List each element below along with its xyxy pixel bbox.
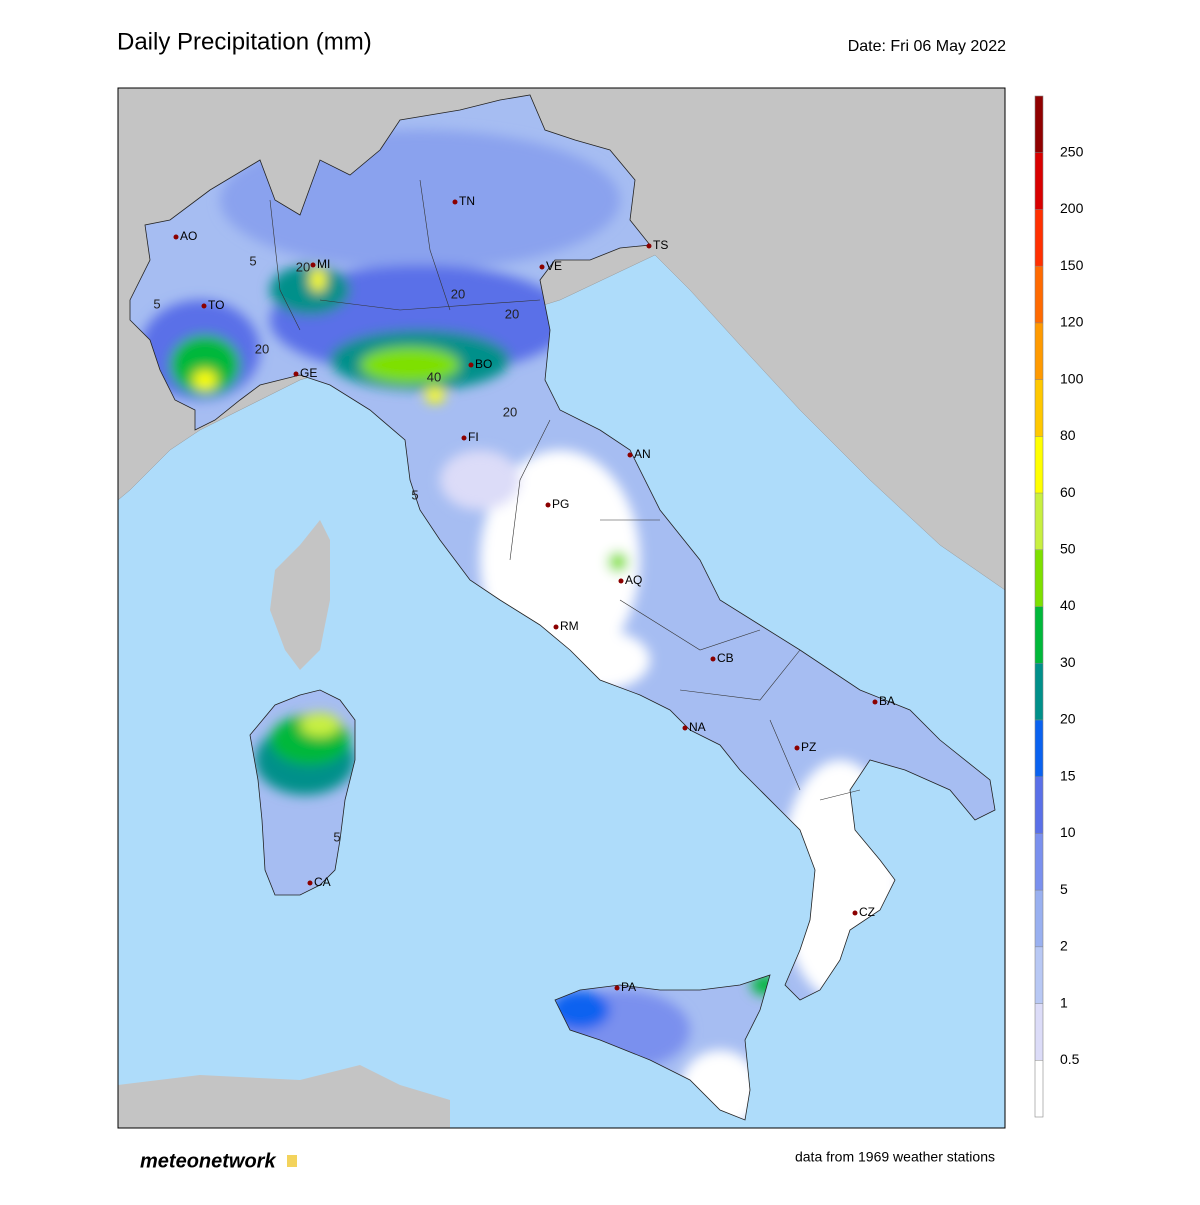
- legend-swatch: [1035, 890, 1043, 948]
- map-frame: [117, 87, 1006, 1129]
- city-label: MI: [317, 257, 330, 271]
- contour-label: 20: [296, 259, 310, 274]
- city-dot: [872, 699, 878, 705]
- city-label: FI: [468, 430, 479, 444]
- city-label: BA: [879, 694, 895, 708]
- city-dot: [452, 199, 458, 205]
- city-label: VE: [546, 259, 562, 273]
- contour-label: 20: [505, 306, 519, 321]
- contour-label: 20: [451, 286, 465, 301]
- city-dot: [682, 725, 688, 731]
- city-label: PG: [552, 497, 569, 511]
- city-label: CB: [717, 651, 734, 665]
- legend-swatch: [1035, 1003, 1043, 1061]
- legend-swatch: [1035, 719, 1043, 777]
- city-dot: [310, 262, 316, 268]
- city-dot: [614, 985, 620, 991]
- legend-label: 120: [1060, 314, 1084, 330]
- legend-label: 30: [1060, 654, 1076, 670]
- contour-label: 5: [411, 487, 418, 502]
- legend-swatch: [1035, 549, 1043, 607]
- city-label: GE: [300, 366, 317, 380]
- city-dot: [201, 303, 207, 309]
- legend-label: 200: [1060, 200, 1084, 216]
- legend-swatch: [1035, 266, 1043, 324]
- city-label: CA: [314, 875, 331, 889]
- city-dot: [468, 362, 474, 368]
- legend-swatch: [1035, 436, 1043, 494]
- city-dot: [307, 880, 313, 886]
- date: Date: Fri 06 May 2022: [848, 38, 1006, 55]
- contour-label: 5: [249, 253, 256, 268]
- city-label: PZ: [801, 740, 816, 754]
- city-dot: [553, 624, 559, 630]
- city-label: TN: [459, 194, 475, 208]
- contour-label: 40: [427, 369, 441, 384]
- legend-swatch: [1035, 96, 1043, 154]
- city-label: BO: [475, 357, 492, 371]
- city-label: RM: [560, 619, 579, 633]
- legend-swatch: [1035, 946, 1043, 1004]
- city-dot: [539, 264, 545, 270]
- city-label: AQ: [625, 573, 642, 587]
- logo-square: [287, 1155, 297, 1167]
- colorbar: 0.5 1 2 5 10 15 20 30 40 50 60 80 100 120 150 200 250: [1034, 95, 1084, 1118]
- map: [118, 88, 1005, 1128]
- legend-label: 5: [1060, 881, 1068, 897]
- legend-swatch: [1035, 493, 1043, 551]
- legend-label: 20: [1060, 711, 1076, 727]
- city-dot: [710, 656, 716, 662]
- legend-label: 10: [1060, 824, 1076, 840]
- legend-label: 50: [1060, 540, 1076, 556]
- legend-swatch: [1035, 152, 1043, 210]
- city-label: NA: [689, 720, 706, 734]
- city-dot: [461, 435, 467, 441]
- city-label: TO: [208, 298, 224, 312]
- city-label: TS: [653, 238, 668, 252]
- contour-label: 5: [153, 296, 160, 311]
- legend-swatch: [1035, 606, 1043, 664]
- city-dot: [173, 234, 179, 240]
- city-label: PA: [621, 980, 636, 994]
- legend-label: 150: [1060, 257, 1084, 273]
- corsica: [270, 520, 330, 670]
- city-label: AO: [180, 229, 197, 243]
- contour-label: 20: [503, 404, 517, 419]
- legend-label: 80: [1060, 427, 1076, 443]
- legend-swatch: [1035, 379, 1043, 437]
- legend-swatch: [1035, 1060, 1043, 1118]
- city-dot: [794, 745, 800, 751]
- legend-label: 15: [1060, 767, 1076, 783]
- legend-label: 250: [1060, 143, 1084, 159]
- legend-swatch: [1035, 776, 1043, 834]
- legend-label: 100: [1060, 370, 1084, 386]
- title: Daily Precipitation (mm): [117, 28, 372, 55]
- legend-swatch: [1035, 209, 1043, 267]
- city-dot: [627, 452, 633, 458]
- legend-label: 1: [1060, 994, 1068, 1010]
- source-note: data from 1969 weather stations: [795, 1149, 995, 1165]
- contour-label: 5: [333, 829, 340, 844]
- city-dot: [852, 910, 858, 916]
- legend-swatch: [1035, 663, 1043, 721]
- contour-label: 20: [255, 341, 269, 356]
- legend-label: 60: [1060, 484, 1076, 500]
- coastline: [129, 94, 996, 1121]
- city-dot: [618, 578, 624, 584]
- logo: meteonetwork: [140, 1150, 276, 1172]
- region-borders: [269, 179, 861, 801]
- legend-label: 40: [1060, 597, 1076, 613]
- city-dot: [646, 243, 652, 249]
- city-label: AN: [634, 447, 651, 461]
- legend-swatch: [1035, 833, 1043, 891]
- tunisia: [118, 1065, 450, 1128]
- city-label: CZ: [859, 905, 875, 919]
- legend-label: 2: [1060, 938, 1068, 954]
- city-dot: [293, 371, 299, 377]
- legend-swatch: [1035, 322, 1043, 380]
- legend-label: 0.5: [1060, 1051, 1080, 1067]
- city-dot: [545, 502, 551, 508]
